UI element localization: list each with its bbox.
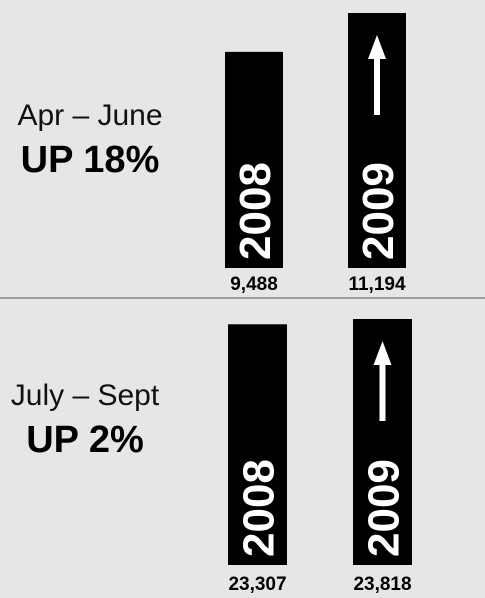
panel-title: July – Sept — [11, 379, 160, 412]
value-label: 9,488 — [230, 274, 278, 295]
bar — [225, 51, 283, 268]
bar-category-label: 2009 — [360, 459, 409, 557]
bar-category-label: 2009 — [354, 162, 403, 260]
value-label: 23,307 — [228, 574, 286, 595]
arrow — [373, 341, 392, 421]
bar-category-label: 2008 — [231, 162, 280, 260]
bar-category-label: 2008 — [235, 459, 284, 557]
value-label: 23,818 — [353, 574, 411, 595]
panel-title: Apr – June — [17, 99, 162, 132]
bar — [228, 324, 287, 565]
arrow — [368, 35, 386, 115]
panel-subtitle: UP 2% — [26, 419, 144, 461]
value-label: 11,194 — [348, 274, 405, 295]
panel-subtitle: UP 18% — [21, 139, 160, 181]
